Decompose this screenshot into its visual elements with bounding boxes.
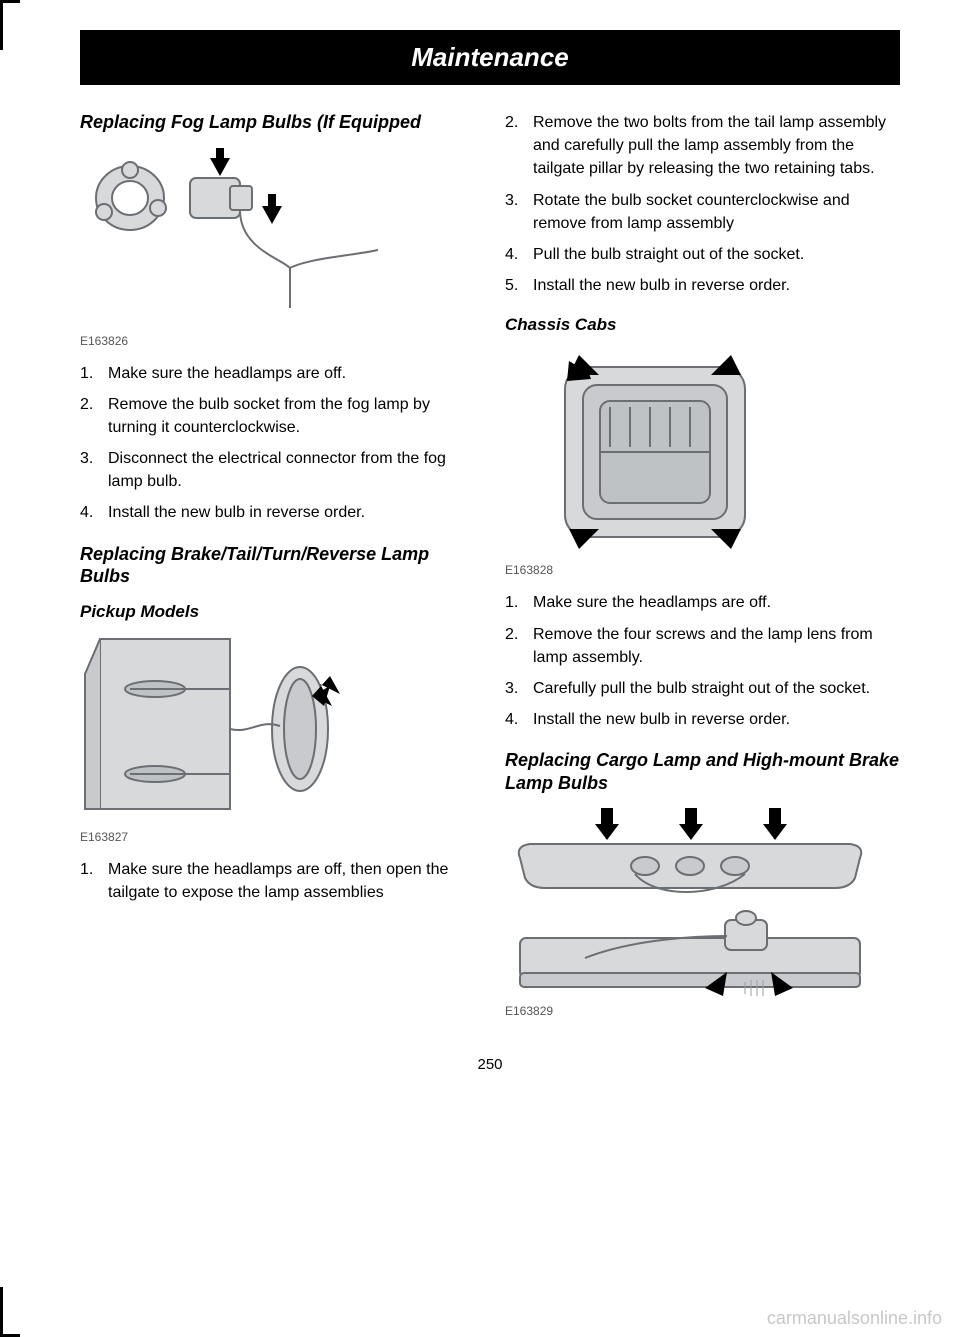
fog-lamp-figure: E163826 [80,148,475,348]
step-text: Make sure the headlamps are off, then op… [108,858,475,904]
step-number: 1. [505,591,533,614]
chassis-cab-illustration [505,347,805,557]
page-title-bar: Maintenance [80,30,900,85]
list-item: 1.Make sure the headlamps are off, then … [80,858,475,904]
step-number: 3. [505,677,533,700]
list-item: 3.Carefully pull the bulb straight out o… [505,677,900,700]
cargo-figure-label: E163829 [505,1004,900,1018]
step-number: 1. [80,858,108,904]
brake-tail-heading: Replacing Brake/Tail/Turn/Reverse Lamp B… [80,543,475,588]
step-text: Remove the bulb socket from the fog lamp… [108,393,475,439]
page-number: 250 [80,1056,900,1073]
list-item: 2.Remove the two bolts from the tail lam… [505,111,900,181]
cargo-lamp-illustration [505,808,875,998]
list-item: 1.Make sure the headlamps are off. [505,591,900,614]
step-text: Make sure the headlamps are off. [533,591,771,614]
chassis-figure-label: E163828 [505,563,900,577]
step-number: 2. [505,623,533,669]
page-container: Maintenance Replacing Fog Lamp Bulbs (If… [0,0,960,1133]
step-number: 4. [505,708,533,731]
pickup-steps: 1.Make sure the headlamps are off, then … [80,858,475,904]
step-text: Make sure the headlamps are off. [108,362,346,385]
list-item: 4.Pull the bulb straight out of the sock… [505,243,900,266]
list-item: 2.Remove the bulb socket from the fog la… [80,393,475,439]
step-text: Pull the bulb straight out of the socket… [533,243,804,266]
step-text: Rotate the bulb socket counterclockwise … [533,189,900,235]
page-edge-tab-top [0,0,20,50]
cargo-lamp-figure: E163829 [505,808,900,1018]
list-item: 3.Disconnect the electrical connector fr… [80,447,475,493]
fog-lamp-heading: Replacing Fog Lamp Bulbs (If Equipped [80,111,475,134]
step-text: Remove the four screws and the lamp lens… [533,623,900,669]
chassis-cabs-subheading: Chassis Cabs [505,315,900,335]
fog-lamp-steps: 1.Make sure the headlamps are off. 2.Rem… [80,362,475,525]
step-text: Install the new bulb in reverse order. [533,708,790,731]
step-number: 5. [505,274,533,297]
pickup-tail-lamp-illustration [80,634,380,824]
left-column: Replacing Fog Lamp Bulbs (If Equipped [80,111,475,1032]
step-number: 4. [80,501,108,524]
pickup-models-subheading: Pickup Models [80,602,475,622]
fog-lamp-figure-label: E163826 [80,334,475,348]
right-column: 2.Remove the two bolts from the tail lam… [505,111,900,1032]
chassis-steps: 1.Make sure the headlamps are off. 2.Rem… [505,591,900,731]
list-item: 4.Install the new bulb in reverse order. [505,708,900,731]
step-number: 3. [505,189,533,235]
pickup-figure-label: E163827 [80,830,475,844]
pickup-tail-lamp-figure: E163827 [80,634,475,844]
page-edge-tab-bottom [0,1287,20,1337]
chassis-cab-figure: E163828 [505,347,900,577]
step-text: Install the new bulb in reverse order. [108,501,365,524]
step-text: Install the new bulb in reverse order. [533,274,790,297]
list-item: 2.Remove the four screws and the lamp le… [505,623,900,669]
step-number: 4. [505,243,533,266]
list-item: 1.Make sure the headlamps are off. [80,362,475,385]
step-number: 1. [80,362,108,385]
step-text: Carefully pull the bulb straight out of … [533,677,870,700]
page-title: Maintenance [411,42,569,72]
fog-lamp-illustration [80,148,380,328]
step-number: 2. [80,393,108,439]
list-item: 3.Rotate the bulb socket counterclockwis… [505,189,900,235]
pickup-steps-continued: 2.Remove the two bolts from the tail lam… [505,111,900,297]
two-column-layout: Replacing Fog Lamp Bulbs (If Equipped [80,111,900,1032]
step-text: Remove the two bolts from the tail lamp … [533,111,900,181]
step-text: Disconnect the electrical connector from… [108,447,475,493]
list-item: 5.Install the new bulb in reverse order. [505,274,900,297]
step-number: 3. [80,447,108,493]
list-item: 4.Install the new bulb in reverse order. [80,501,475,524]
step-number: 2. [505,111,533,181]
watermark: carmanualsonline.info [767,1308,942,1329]
cargo-lamp-heading: Replacing Cargo Lamp and High-mount Brak… [505,749,900,794]
